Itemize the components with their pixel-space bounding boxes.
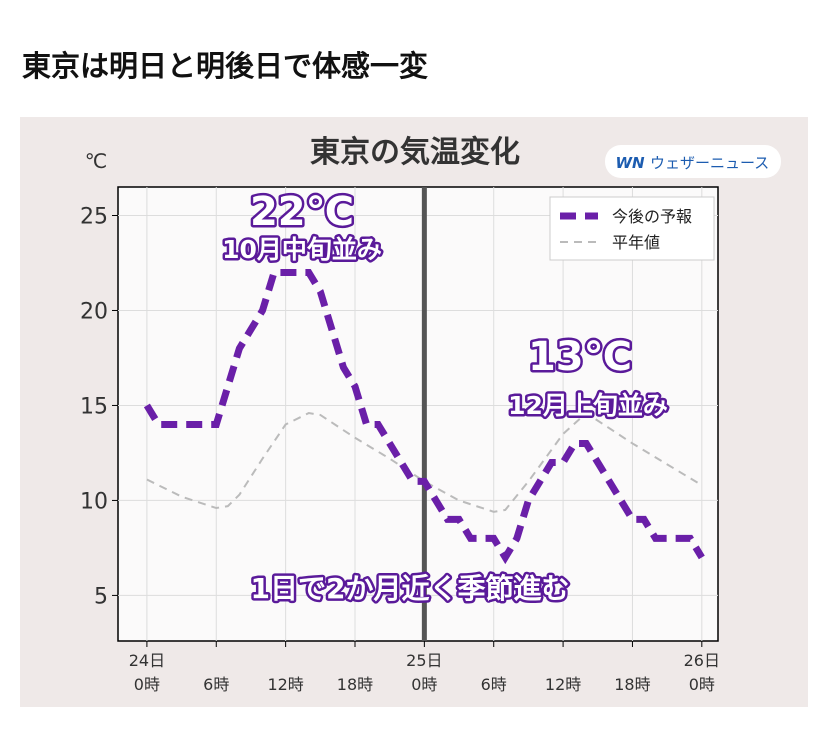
page-title: 東京は明日と明後日で体感一変 <box>22 49 428 83</box>
x-tick-label: 12時 <box>267 675 303 694</box>
x-tick-label: 18時 <box>337 675 373 694</box>
y-tick-label: 5 <box>94 584 108 609</box>
series-line <box>143 268 705 565</box>
legend-label: 今後の予報 <box>612 207 692 226</box>
annotation: 13℃ <box>528 334 632 380</box>
logo-pill <box>605 145 781 178</box>
x-tick-label: 26日 0時 <box>684 651 720 694</box>
y-unit: ℃ <box>85 149 107 173</box>
legend-label: 平年値 <box>612 233 660 252</box>
logo-name: ウェザーニュース <box>650 154 769 172</box>
y-tick-label: 10 <box>80 489 108 514</box>
x-tick-label: 24日 0時 <box>129 651 165 694</box>
annotation: 22℃ <box>250 189 354 235</box>
annotation: 12月上旬並み <box>508 391 668 420</box>
legend-box <box>549 196 715 261</box>
series-line <box>146 411 703 513</box>
x-tick-label: 6時 <box>203 675 229 694</box>
y-tick-label: 20 <box>80 299 108 324</box>
y-tick-label: 25 <box>80 204 108 229</box>
logo-mark: WN <box>615 154 645 172</box>
x-tick-label: 12時 <box>545 675 581 694</box>
x-tick-label: 25日 0時 <box>406 651 442 694</box>
x-tick-label: 18時 <box>614 675 650 694</box>
y-tick-label: 15 <box>80 394 108 419</box>
annotation: 1日で2か月近く季節進む <box>251 572 570 605</box>
chart-title: 東京の気温変化 <box>310 135 520 170</box>
x-tick-label: 6時 <box>481 675 507 694</box>
annotation: 10月中旬並み <box>222 235 382 264</box>
